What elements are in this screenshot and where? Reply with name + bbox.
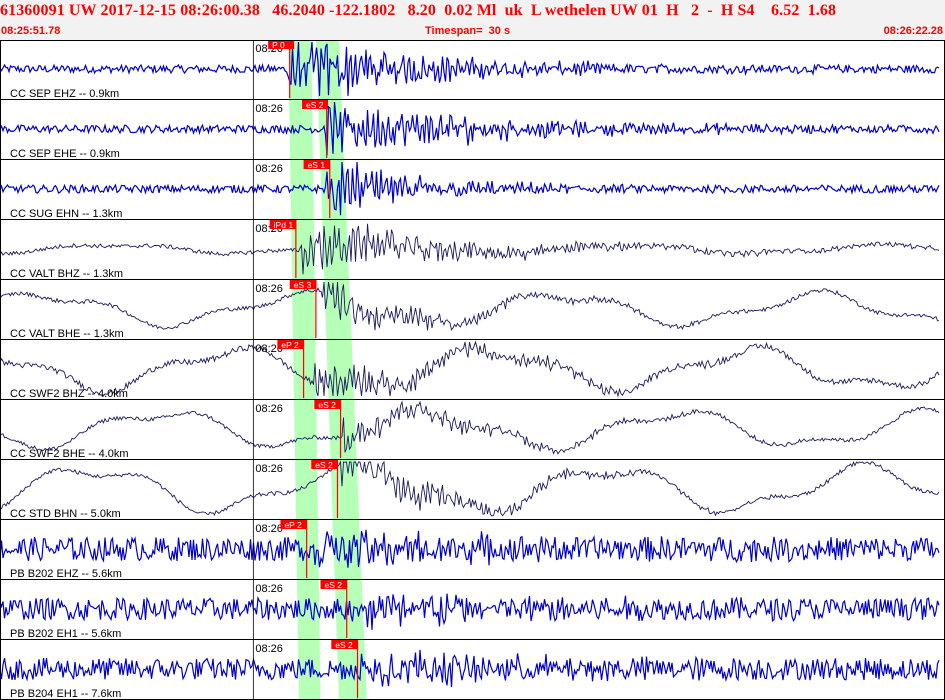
pick-label: eS 2 [306, 100, 324, 110]
trace-row[interactable]: 08:26 CC SUG EHN -- 1.3km eS 1 [0, 160, 945, 220]
pick-label: P 0 [272, 40, 285, 50]
pick-flag[interactable] [311, 460, 338, 469]
timespan: Timespan= 30 s [425, 25, 511, 37]
green-window-p [288, 40, 321, 700]
trace-row[interactable]: 08:26 PB B202 EH1 -- 5.6km eS 2 [0, 580, 945, 640]
pick-label: eS 2 [335, 640, 353, 650]
minute-tick-label: 08:26 [255, 103, 283, 115]
trace-label: CC SWF2 BHZ -- 4.0km [10, 388, 128, 400]
waveform-line [0, 460, 940, 517]
waveform-line [0, 101, 940, 156]
trace-label: PB B202 EH1 -- 5.6km [10, 628, 121, 640]
trace-row[interactable]: 08:26 CC SWF2 BHE -- 4.0km eS 2 [0, 400, 945, 460]
trace-row[interactable]: 08:26 CC SEP EHE -- 0.9km eS 2 [0, 100, 945, 160]
pick-flag[interactable] [320, 580, 347, 589]
minute-tick-label: 08:26 [255, 463, 283, 475]
trace-row[interactable]: 08:26 PB B202 EHZ -- 5.6km eP 2 [0, 520, 945, 580]
minute-tick-label: 08:26 [255, 343, 283, 355]
trace-row[interactable]: 08:26 PB B204 EH1 -- 7.6km eS 2 [0, 640, 945, 700]
pick-label: eP 2 [284, 520, 302, 530]
pick-flag[interactable] [331, 640, 358, 649]
pick-label: eS 2 [315, 460, 333, 470]
seismogram-panel[interactable]: 08:26 CC SEP EHZ -- 0.9km P 0 08:26 CC SEP E… [0, 40, 945, 700]
minute-tick-label: 08:26 [255, 523, 283, 535]
trace-label: CC SEP EHZ -- 0.9km [10, 88, 119, 100]
trace-label: CC SEP EHE -- 0.9km [10, 148, 120, 160]
pick-label: eS 2 [318, 400, 336, 410]
waveform-line [0, 281, 940, 331]
minute-tick-label: 08:26 [255, 163, 283, 175]
pick-label: eP 2 [281, 340, 299, 350]
pick-label: eS 1 [308, 160, 326, 170]
pick-flag[interactable] [289, 280, 316, 289]
pick-flag[interactable] [303, 160, 330, 169]
pick-label: eS 2 [325, 580, 343, 590]
trace-label: PB B204 EH1 -- 7.6km [10, 688, 121, 700]
waveform-line [0, 400, 940, 455]
trace-row[interactable]: 08:26 CC SWF2 BHZ -- 4.0km eP 2 [0, 340, 945, 400]
pick-flag[interactable] [277, 340, 304, 349]
minute-tick-label: 08:26 [255, 283, 283, 295]
pick-flag[interactable] [269, 220, 296, 229]
pick-label: eS 3 [294, 280, 312, 290]
trace-label: CC SUG EHN -- 1.3km [10, 208, 122, 220]
pick-flag[interactable] [302, 100, 329, 109]
trace-row[interactable]: 08:26 CC VALT BHE -- 1.3km eS 3 [0, 280, 945, 340]
pick-label: iPd 1 [274, 220, 294, 230]
minute-tick-label: 08:26 [255, 643, 283, 655]
pick-flag[interactable] [280, 520, 307, 529]
trace-label: CC STD BHN -- 5.0km [10, 508, 121, 520]
trace-label: PB B202 EHZ -- 5.6km [10, 568, 122, 580]
event-header: 61360091 UW 2017-12-15 08:26:00.38 46.20… [0, 0, 945, 40]
end-time: 08:26:22.28 [883, 25, 943, 37]
event-title: 61360091 UW 2017-12-15 08:26:00.38 46.20… [0, 2, 837, 19]
trace-label: CC VALT BHE -- 1.3km [10, 328, 124, 340]
pick-flag[interactable] [314, 400, 341, 409]
waveform-line [0, 161, 940, 216]
waveform-line [0, 41, 940, 97]
waveform-line [0, 593, 940, 630]
waveform-line [0, 649, 940, 688]
trace-label: CC VALT BHZ -- 1.3km [10, 268, 123, 280]
start-time: 08:25:51.78 [1, 25, 61, 37]
waveform-line [0, 529, 940, 568]
minute-tick-label: 08:26 [255, 403, 283, 415]
minute-tick-label: 08:26 [255, 583, 283, 595]
waveform-line [0, 340, 940, 398]
pick-flag[interactable] [268, 40, 295, 49]
waveform-line [0, 223, 940, 275]
trace-label: CC SWF2 BHE -- 4.0km [10, 448, 129, 460]
trace-row[interactable]: 08:26 CC STD BHN -- 5.0km eS 2 [0, 460, 945, 520]
